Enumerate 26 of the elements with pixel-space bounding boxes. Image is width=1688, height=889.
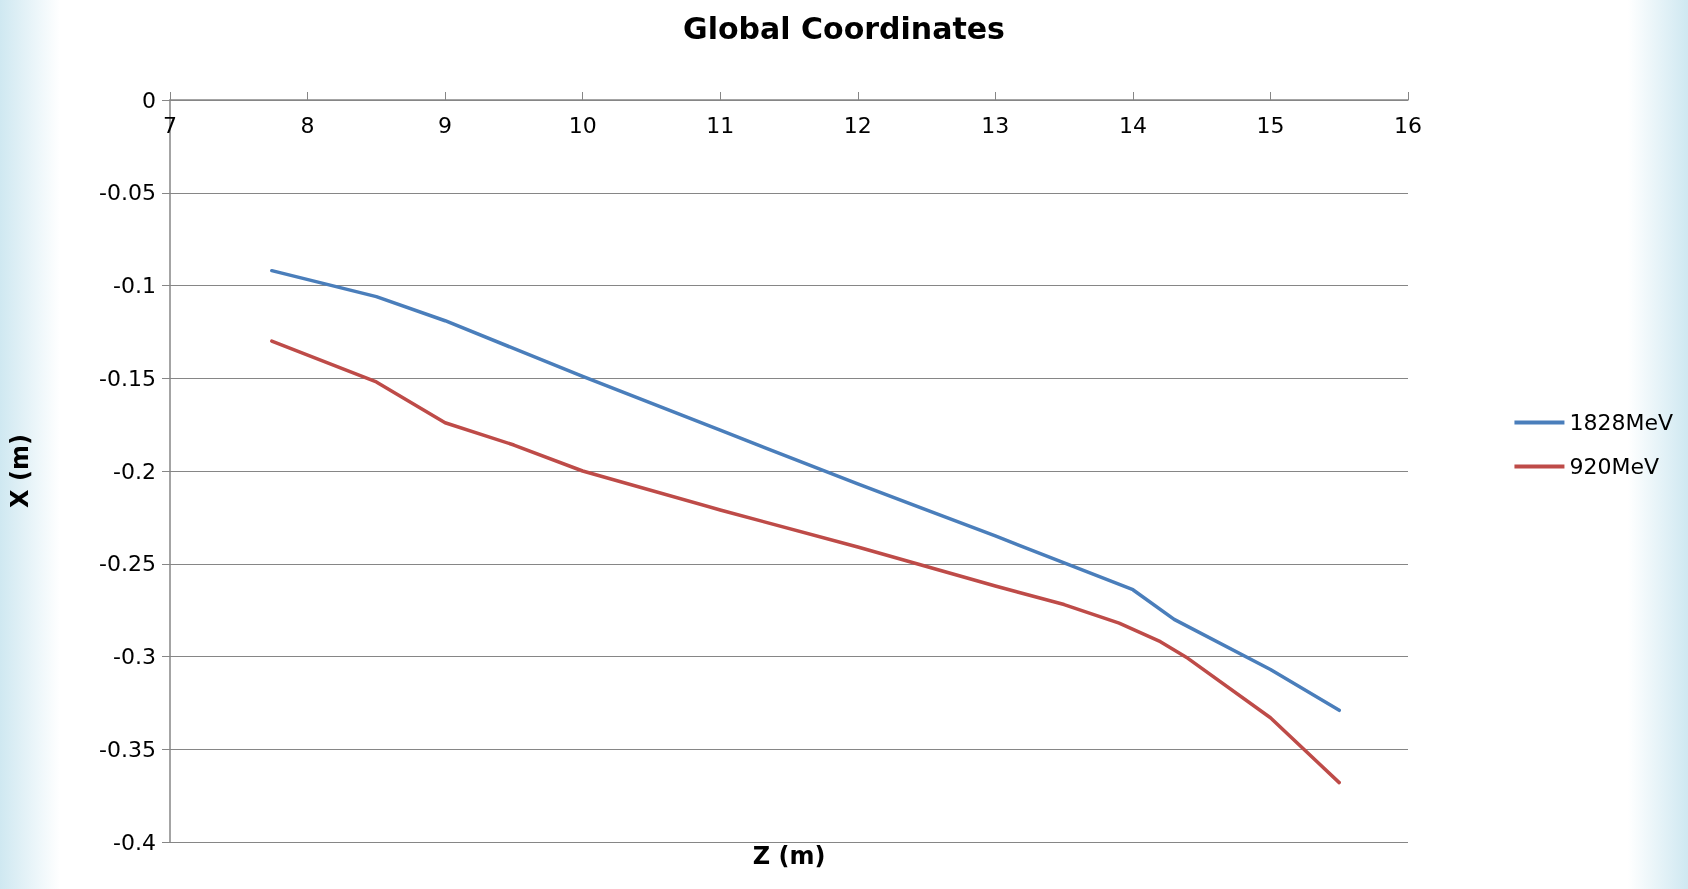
y-tick-label: -0.05	[99, 180, 156, 206]
y-tick-label: 0	[142, 87, 156, 113]
line-series	[270, 268, 1341, 713]
legend-label: 920MeV	[1569, 454, 1660, 479]
y-axis-title: X (m)	[6, 434, 34, 508]
legend-label: 1828MeV	[1569, 410, 1674, 435]
x-tick-label: 14	[1118, 112, 1147, 138]
y-tick-label: -0.25	[99, 551, 156, 577]
y-tick-label: -0.1	[113, 273, 156, 298]
line-series	[270, 339, 1341, 785]
x-tick-label: 10	[568, 112, 597, 138]
y-tick-label: -0.4	[113, 829, 156, 855]
x-tick-label: 15	[1256, 112, 1285, 138]
y-tick-label: -0.3	[113, 644, 156, 669]
x-axis-title: Z (m)	[752, 842, 826, 870]
x-tick-label: 11	[706, 112, 735, 138]
x-tick-label: 16	[1394, 112, 1422, 138]
y-tick-label: -0.2	[113, 458, 156, 484]
x-tick-label: 13	[981, 112, 1010, 138]
x-tick-label: 12	[843, 112, 872, 138]
y-tick-label: -0.35	[99, 736, 156, 762]
y-tick-label: -0.15	[99, 365, 156, 391]
x-tick-label: 9	[438, 112, 453, 138]
x-tick-label: 8	[300, 112, 315, 138]
x-tick-label: 7	[163, 112, 177, 138]
chart-title: Global Coordinates	[683, 10, 1005, 46]
